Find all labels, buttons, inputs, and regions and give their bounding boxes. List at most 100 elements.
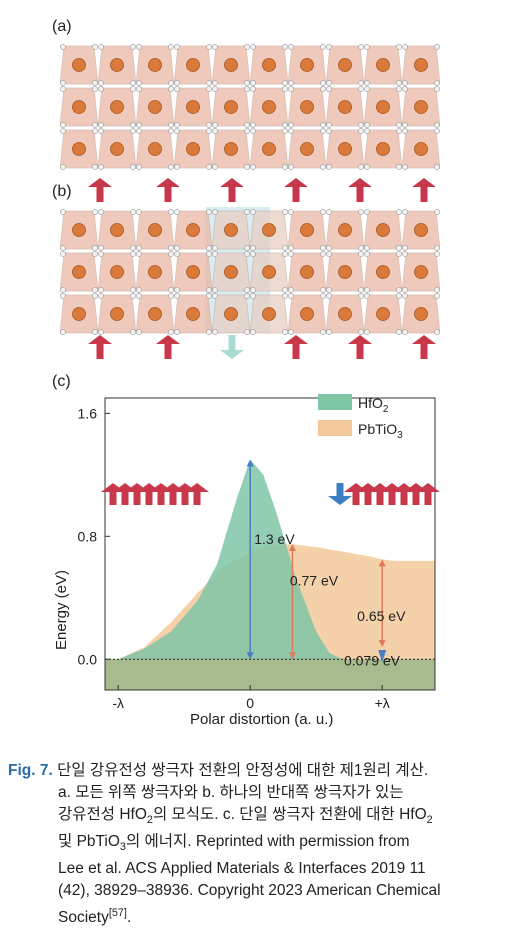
oxygen-atom [60,128,66,134]
metal-atom [224,100,238,114]
metal-atom [338,58,352,72]
oxygen-atom [212,44,218,50]
oxygen-atom [130,122,136,128]
oxygen-atom [282,329,288,335]
oxygen-atom [282,287,288,293]
oxygen-atom [320,329,326,335]
metal-atom [72,100,86,114]
oxygen-atom [136,128,142,134]
caption-line-1: 단일 강유전성 쌍극자 전환의 안정성에 대한 제1원리 계산. [57,762,429,779]
oxygen-atom [402,251,408,257]
metal-atom [186,223,200,237]
oxygen-atom [92,44,98,50]
oxygen-atom [282,86,288,92]
oxygen-atom [288,287,294,293]
chart-arrows-right [328,483,440,505]
metal-atom [224,58,238,72]
metal-atom [376,307,390,321]
metal-atom [110,265,124,279]
oxygen-atom [396,44,402,50]
metal-atom [72,58,86,72]
oxygen-atom [250,287,256,293]
oxygen-atom [364,80,370,86]
metal-atom [262,58,276,72]
y-axis-label: Energy (eV) [53,570,70,650]
metal-atom [148,223,162,237]
metal-atom [414,307,428,321]
oxygen-atom [206,164,212,170]
dipole-up-arrow [88,335,112,359]
oxygen-atom [168,251,174,257]
oxygen-atom [326,245,332,251]
chart-up-arrows-left [101,483,209,505]
oxygen-atom [402,209,408,215]
oxygen-atom [364,122,370,128]
panel-label-a: (a) [52,18,72,35]
oxygen-atom [92,209,98,215]
oxygen-atom [174,329,180,335]
oxygen-atom [206,251,212,257]
oxygen-atom [244,251,250,257]
oxygen-atom [206,209,212,215]
oxygen-atom [320,164,326,170]
oxygen-atom [98,245,104,251]
oxygen-atom [434,44,440,50]
oxygen-atom [434,251,440,257]
mixed-arrows-b [88,335,436,359]
oxygen-atom [60,209,66,215]
oxygen-atom [396,287,402,293]
oxygen-atom [174,122,180,128]
oxygen-atom [434,287,440,293]
metal-atom [186,142,200,156]
oxygen-atom [282,251,288,257]
dipole-up-arrow [284,178,308,202]
oxygen-atom [326,251,332,257]
barrier-arrow-pbtio3-reverse-head-top [378,559,386,567]
oxygen-atom [168,128,174,134]
oxygen-atom [92,287,98,293]
oxygen-atom [250,209,256,215]
oxygen-atom [326,128,332,134]
metal-atom [262,223,276,237]
dipole-down-arrow [220,335,244,359]
energy-annotation: 0.65 eV [357,608,406,624]
oxygen-atom [92,80,98,86]
barrier-arrow-hfo2-head-bottom [246,652,254,660]
oxygen-atom [60,44,66,50]
oxygen-atom [212,293,218,299]
oxygen-atom [174,209,180,215]
oxygen-atom [396,164,402,170]
oxygen-atom [358,164,364,170]
oxygen-atom [402,122,408,128]
oxygen-atom [98,164,104,170]
oxygen-atom [212,128,218,134]
oxygen-atom [288,209,294,215]
oxygen-atom [358,122,364,128]
oxygen-atom [326,164,332,170]
oxygen-atom [358,251,364,257]
metal-atom [338,265,352,279]
dipole-up-arrow [348,178,372,202]
oxygen-atom [358,128,364,134]
oxygen-atom [168,245,174,251]
oxygen-atom [250,44,256,50]
oxygen-atom [244,44,250,50]
oxygen-atom [136,245,142,251]
oxygen-atom [212,329,218,335]
caption-line-6: (42), 38929–38936. Copyright 2023 Americ… [58,882,441,900]
x-tick-label: 0 [246,695,254,711]
oxygen-atom [288,86,294,92]
oxygen-atom [358,44,364,50]
oxygen-atom [136,80,142,86]
metal-atom [186,58,200,72]
oxygen-atom [396,209,402,215]
oxygen-atom [244,128,250,134]
x-tick-label: +λ [375,695,390,711]
legend-swatch-pbtio3 [318,420,352,436]
oxygen-atom [402,245,408,251]
oxygen-atom [364,245,370,251]
oxygen-atom [206,128,212,134]
metal-atom [262,265,276,279]
metal-atom [376,223,390,237]
oxygen-atom [130,245,136,251]
